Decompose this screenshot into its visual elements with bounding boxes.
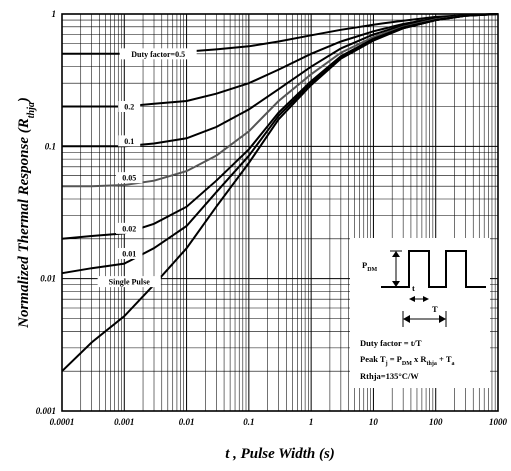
x-tick-label: 0.01 [179,417,195,427]
t-arrow-left [409,296,415,302]
t-label: t [412,283,415,293]
series-line-single-pulse [61,13,499,372]
y-tick-label: 0.1 [45,141,56,151]
inset-background [350,238,490,388]
series-label: Duty factor=0.5 [131,50,185,59]
x-tick-label: 100 [429,417,443,427]
thermal-resistance-value: Rthja=135°C/W [360,371,419,381]
series-labels: Duty factor=0.5 0.2 0.1 0.05 0.02 0.01 Single … [97,48,197,288]
y-tick-label: 0.01 [40,274,56,284]
duty-factor-formula: Duty factor = t/T [360,338,422,348]
series-label-background [118,135,141,147]
x-tick-label: 0.0001 [50,417,75,427]
t-arrow-right [423,296,429,302]
y-axis-title-suffix: ) [16,97,32,104]
tick-labels: 0.0001 0.001 0.01 0.1 1 10 100 10000.0010.010.1… [36,9,508,427]
series-label: 0.01 [122,249,136,258]
series-label-background [116,222,143,234]
series-label: Single Pulse [109,278,151,287]
pdm-arrow-head-bottom [392,281,400,287]
y-axis-title-sub: thja [26,102,37,118]
series-label: 0.02 [122,224,136,233]
plot-frame [61,13,499,412]
y-tick-label: 0.001 [36,406,56,416]
period-label: T [432,304,438,314]
series-label-background [118,100,141,112]
series-label: 0.05 [122,174,136,183]
y-axis-title: Normalized Thermal Response (Rthja) [16,97,37,329]
series-label-background [116,247,143,259]
period-arrow-right [439,315,446,323]
x-axis-title: t , Pulse Width (s) [225,446,335,462]
pdm-arrow-head-top [392,251,400,257]
pdm-label: PDM [362,260,378,273]
peak-temperature-formula: Peak Tj = PDM x Rthja + Ta [360,354,454,367]
duty-factor-inset: PDM t T Duty factor = t/T Peak Tj = PDM … [350,238,490,388]
series-label-background [119,48,197,60]
pulse-train [381,250,486,288]
x-tick-label: 10 [369,417,379,427]
series-label-background [97,276,161,288]
y-axis-title-main: Normalized Thermal Response (R [16,118,32,329]
series-label: 0.2 [124,102,134,111]
period-arrow-left [403,315,410,323]
x-tick-label: 1 [309,417,314,427]
x-tick-label: 0.001 [114,417,134,427]
series-label-background [116,172,143,184]
x-tick-label: 1000 [489,417,508,427]
y-tick-label: 1 [52,9,57,19]
series-label: 0.1 [124,137,134,146]
x-tick-label: 0.1 [243,417,254,427]
grid-lines [61,14,498,412]
